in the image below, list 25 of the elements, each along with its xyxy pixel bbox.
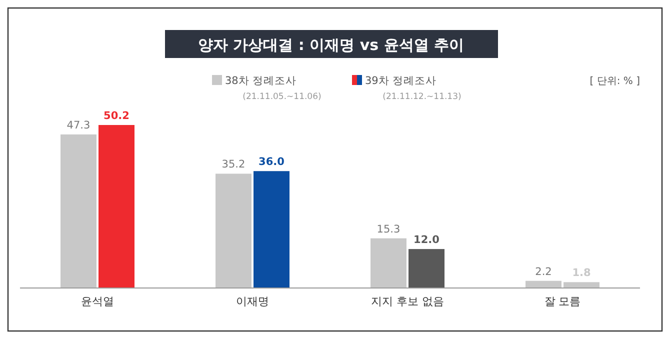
data-label: 15.3 (376, 223, 400, 236)
data-label: 36.0 (258, 156, 284, 168)
text: (21.11.12.~11.13) (382, 92, 462, 102)
chart-title: 양자 가상대결 : 이재명 vs 윤석열 추이 (198, 36, 464, 54)
data-label: 35.2 (222, 158, 246, 171)
bar (254, 171, 290, 288)
bar (526, 280, 562, 288)
x-tick-label: 잘 모름 (544, 295, 581, 308)
text: [ 단위: % ] (590, 76, 640, 87)
data-label: 50.2 (104, 110, 130, 122)
bar (60, 134, 96, 288)
legend-label: 39차 정례조사 (365, 75, 437, 87)
text: (21.11.05.~11.06) (242, 92, 322, 102)
data-label: 2.2 (535, 266, 552, 278)
legend-label: 38차 정례조사 (225, 75, 297, 87)
data-label: 47.3 (66, 119, 90, 132)
x-tick-label: 윤석열 (81, 295, 114, 308)
bar (98, 125, 134, 288)
x-tick-label: 지지 후보 없음 (371, 295, 444, 308)
title: 양자 가상대결 : 이재명 vs 윤석열 추이 (165, 30, 498, 58)
bar (216, 174, 252, 288)
bar (408, 249, 444, 288)
x-tick-label: 이재명 (236, 295, 269, 308)
bar (370, 238, 406, 288)
data-label: 12.0 (414, 234, 440, 246)
